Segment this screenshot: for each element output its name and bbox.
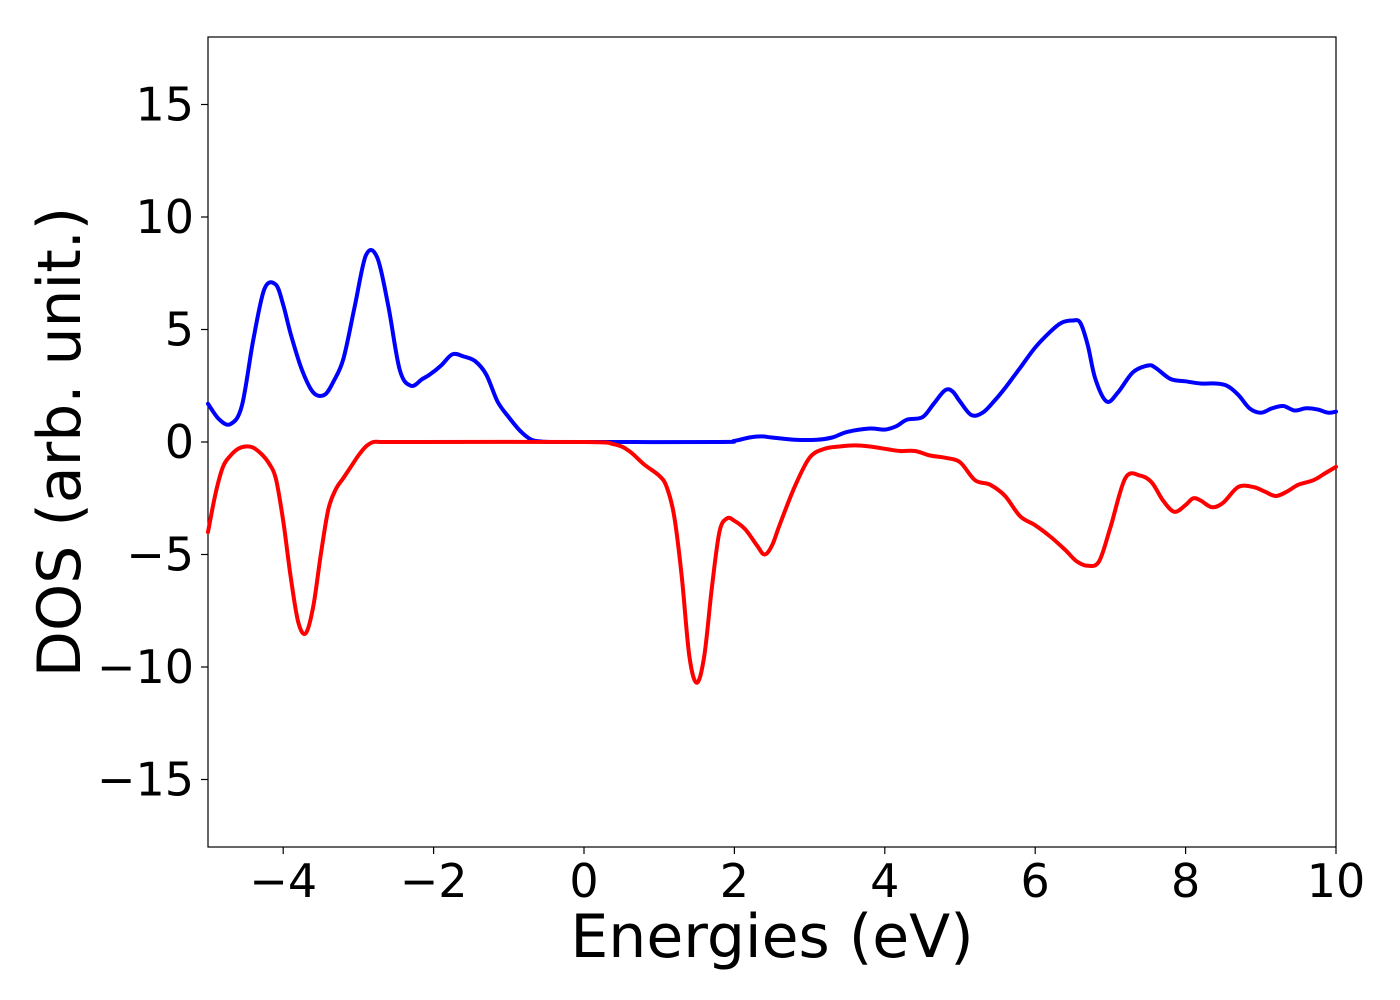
y-tick-label: 5 [165,303,194,357]
x-tick-label: 8 [1171,854,1200,908]
x-axis: −4 −2 0 2 4 6 8 10 [249,847,1365,908]
y-tick-label: 0 [165,415,194,469]
x-tick-label: 6 [1021,854,1050,908]
y-tick-label: 10 [135,190,194,244]
x-tick-label: −2 [400,854,468,908]
x-tick-label: 10 [1307,854,1366,908]
y-tick-label: 15 [135,78,194,132]
x-tick-label: 0 [569,854,598,908]
x-tick-label: 2 [720,854,749,908]
y-axis-label: DOS (arb. unit.) [25,207,95,677]
y-tick-label: −10 [97,640,194,694]
y-axis: −15 −10 −5 0 5 10 15 [97,78,208,807]
series-layer [206,248,1338,685]
y-tick-label: −5 [126,528,194,582]
x-tick-label: −4 [249,854,317,908]
x-tick-label: 4 [870,854,899,908]
spin-up-line [206,248,1338,445]
y-tick-label: −15 [97,753,194,807]
spin-down-line [206,439,1338,685]
x-axis-label: Energies (eV) [570,902,973,972]
